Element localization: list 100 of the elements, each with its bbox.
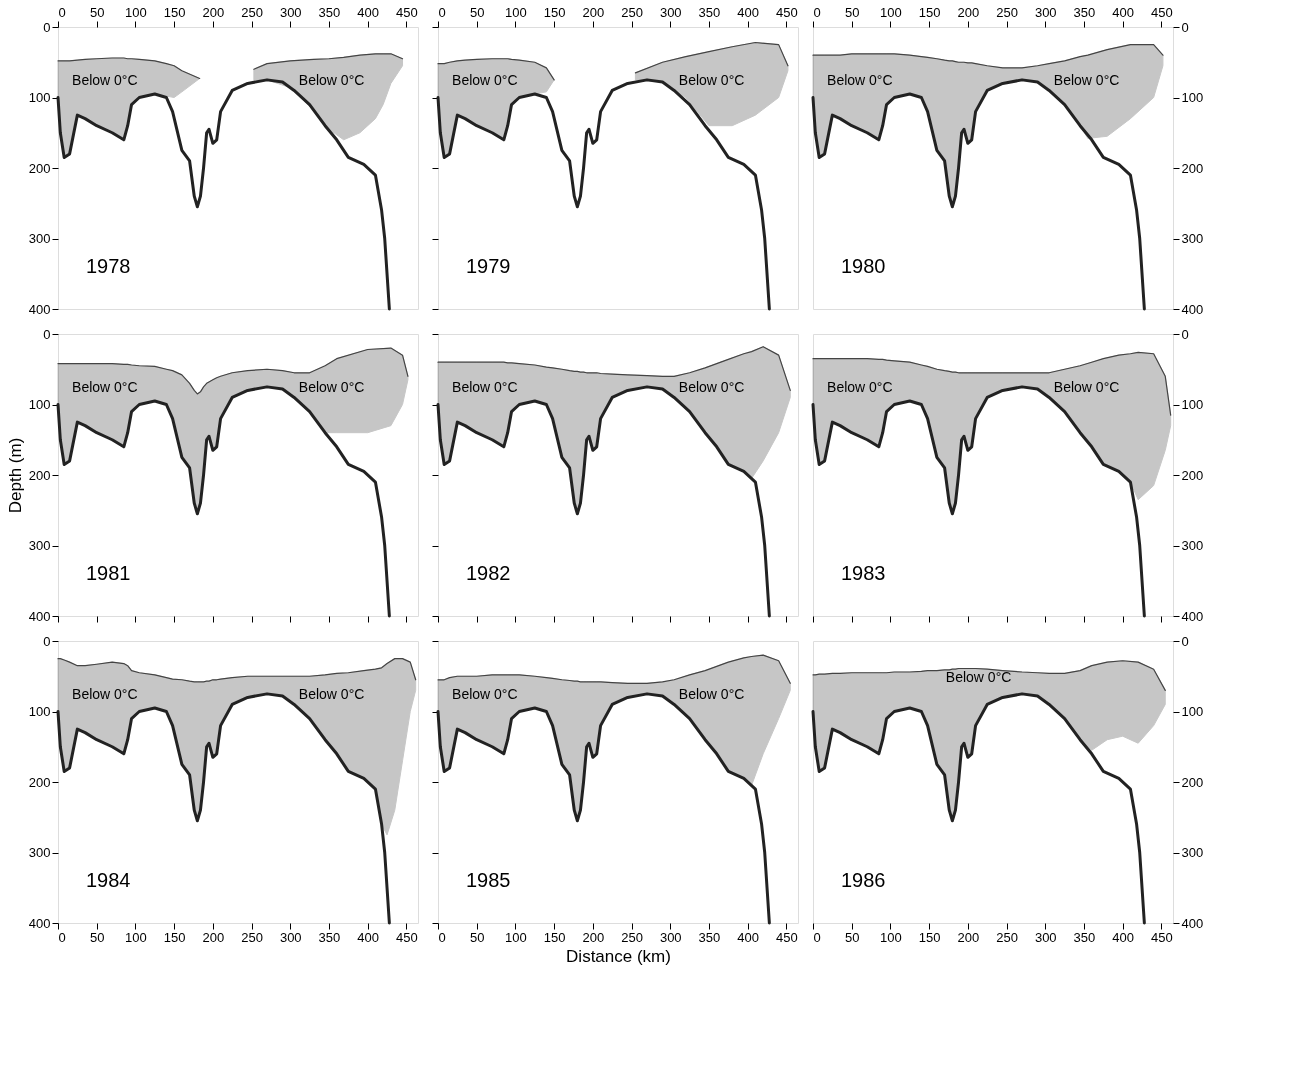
- x-tick-label: 250: [996, 929, 1018, 945]
- x-tick-label: 200: [582, 929, 605, 945]
- x-tick-label: 450: [396, 929, 418, 945]
- y-tick-label: 400: [1181, 608, 1204, 624]
- x-tick-label: 150: [918, 4, 941, 20]
- annotation: Below 0°C: [1053, 378, 1120, 395]
- annotation: Below 0°C: [72, 685, 138, 702]
- line-series: [253, 53, 404, 70]
- y-axis-title: Depth (m): [5, 437, 25, 514]
- x-tick-label: 400: [1112, 4, 1135, 20]
- x-tick-label: 300: [1034, 929, 1057, 945]
- x-tick-label: 200: [202, 4, 225, 20]
- x-tick-label: 350: [318, 929, 341, 945]
- x-tick-label: 100: [880, 4, 902, 20]
- annotation: Below 0°C: [452, 71, 518, 88]
- x-tick-label: 400: [357, 4, 380, 20]
- x-tick-label: 300: [1034, 4, 1057, 20]
- x-tick-label: 0: [58, 4, 66, 20]
- x-tick-label: 0: [813, 929, 821, 945]
- x-tick-label: 300: [279, 4, 302, 20]
- x-tick-label: 250: [621, 929, 643, 945]
- y-tick-label: 100: [1181, 704, 1204, 719]
- line-series: [812, 660, 1166, 691]
- x-tick-label: 300: [279, 929, 302, 945]
- x-tick-label: 150: [543, 929, 566, 945]
- y-tick-label: 100: [28, 704, 51, 719]
- annotation: Below 0°C: [452, 685, 518, 702]
- text: 1981: [86, 562, 131, 584]
- y-tick-label: 400: [28, 608, 51, 624]
- x-tick-label: 250: [621, 4, 643, 20]
- y-tick-label: 100: [28, 90, 51, 105]
- x-tick-label: 100: [505, 4, 527, 20]
- y-tick-label: 200: [28, 467, 51, 483]
- x-tick-label: 100: [125, 4, 147, 20]
- x-tick-label: 50: [844, 4, 860, 20]
- text: 1978: [86, 255, 131, 277]
- line-series: [57, 347, 409, 395]
- y-tick-label: 300: [1181, 231, 1204, 246]
- x-tick-label: 150: [163, 4, 186, 20]
- y-tick-label: 200: [1181, 467, 1204, 483]
- x-tick-label: 400: [737, 4, 760, 20]
- x-tick-label: 450: [776, 4, 798, 20]
- y-tick-label: 300: [1181, 845, 1204, 860]
- y-tick-label: 400: [28, 915, 51, 931]
- x-tick-label: 50: [89, 4, 105, 20]
- y-tick-label: 100: [1181, 397, 1204, 412]
- y-tick-label: 200: [1181, 160, 1204, 176]
- text: 1986: [841, 869, 886, 891]
- y-tick-label: 300: [28, 538, 51, 553]
- y-tick-label: 0: [43, 633, 51, 649]
- y-tick-label: 400: [28, 301, 51, 317]
- x-tick-label: 350: [698, 4, 721, 20]
- x-tick-label: 200: [957, 4, 980, 20]
- y-tick-label: 100: [1181, 90, 1204, 105]
- x-tick-label: 200: [582, 4, 605, 20]
- annotation: Below 0°C: [298, 71, 365, 88]
- text: 1982: [466, 562, 511, 584]
- y-tick-label: 200: [28, 774, 51, 790]
- line-series: [811, 692, 1146, 925]
- x-tick-label: 350: [1073, 929, 1096, 945]
- y-tick-label: 0: [1181, 633, 1189, 649]
- x-tick-label: 450: [396, 4, 418, 20]
- x-tick-label: 350: [698, 929, 721, 945]
- annotation: Below 0°C: [678, 685, 745, 702]
- annotation: Below 0°C: [298, 378, 365, 395]
- text: 1983: [841, 562, 886, 584]
- y-tick-label: 0: [43, 326, 51, 342]
- annotation: Below 0°C: [72, 71, 138, 88]
- y-tick-label: 0: [43, 19, 51, 35]
- x-tick-label: 450: [776, 929, 798, 945]
- annotation: Below 0°C: [678, 378, 745, 395]
- x-tick-label: 200: [957, 929, 980, 945]
- y-tick-label: 400: [1181, 915, 1204, 931]
- x-tick-label: 50: [469, 4, 485, 20]
- x-tick-label: 400: [357, 929, 380, 945]
- x-tick-label: 100: [125, 929, 147, 945]
- annotation: Below 0°C: [827, 71, 893, 88]
- annotation: Below 0°C: [678, 71, 745, 88]
- x-tick-label: 0: [438, 4, 446, 20]
- text: 1980: [841, 255, 886, 277]
- x-tick-label: 250: [996, 4, 1018, 20]
- x-tick-label: 100: [505, 929, 527, 945]
- x-tick-label: 250: [241, 929, 263, 945]
- x-tick-label: 250: [241, 4, 263, 20]
- x-tick-label: 50: [844, 929, 860, 945]
- annotation: Below 0°C: [827, 378, 893, 395]
- text: 1979: [466, 255, 511, 277]
- x-tick-label: 400: [737, 929, 760, 945]
- y-tick-label: 200: [28, 160, 51, 176]
- x-tick-label: 50: [89, 929, 105, 945]
- x-tick-label: 150: [163, 929, 186, 945]
- x-tick-label: 0: [438, 929, 446, 945]
- annotation: Below 0°C: [1053, 71, 1120, 88]
- x-tick-label: 50: [469, 929, 485, 945]
- line-series: [57, 658, 417, 683]
- y-tick-label: 400: [1181, 301, 1204, 317]
- text: 1985: [466, 869, 511, 891]
- y-tick-label: 300: [28, 845, 51, 860]
- annotation: Below 0°C: [72, 378, 138, 395]
- y-tick-label: 300: [1181, 538, 1204, 553]
